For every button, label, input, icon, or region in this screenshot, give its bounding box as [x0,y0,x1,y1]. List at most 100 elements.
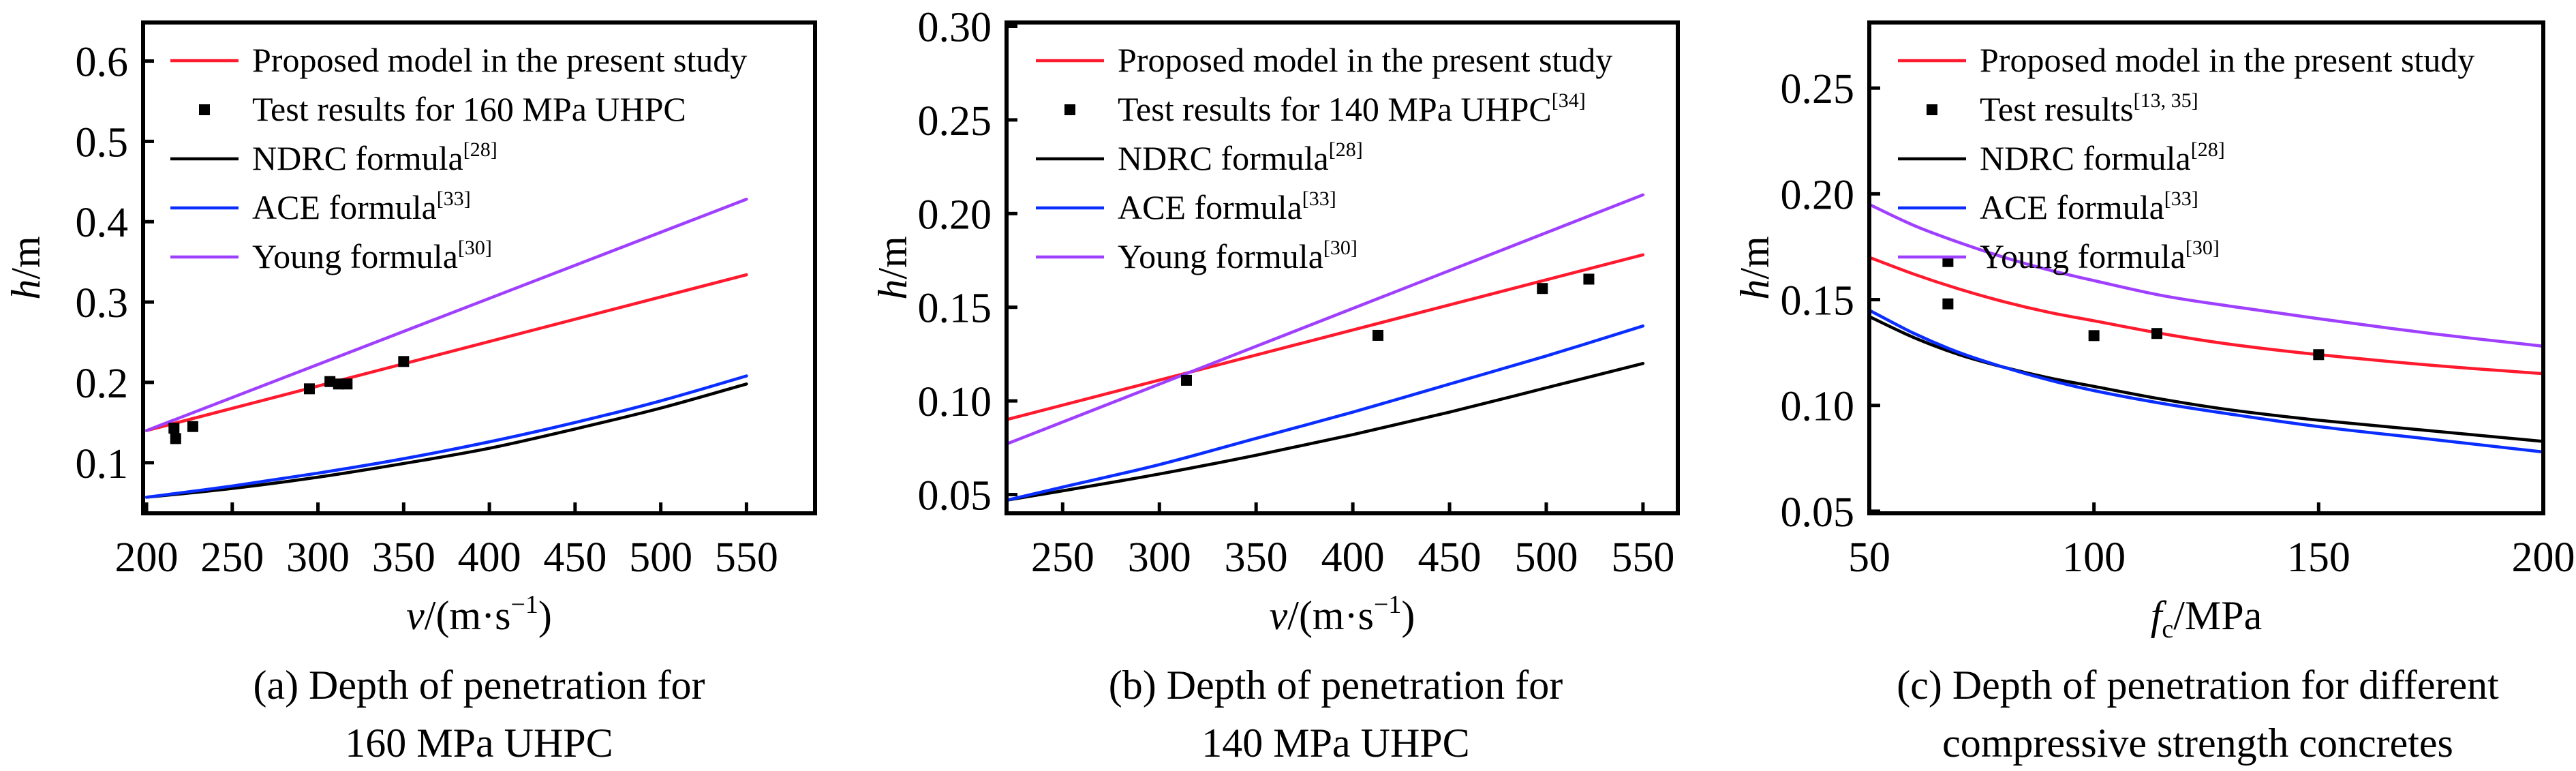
data-point-marker [1180,374,1192,386]
y-axis-title: h/m [870,236,915,299]
x-axis-unit: /(m·s [1287,593,1374,638]
x-axis-subscript: c [2162,615,2173,644]
x-axis-title: v/(m·s−1) [1270,590,1415,638]
x-tick-label: 250 [200,534,264,581]
x-axis-title: fc/MPa [2151,593,2263,644]
x-tick-label: 350 [372,534,435,581]
y-tick-label: 0.1 [76,441,129,487]
legend-citation: [30] [458,237,492,259]
series-line-ndrc-formula [1869,315,2543,443]
series-line-ndrc-formula [1007,361,1645,502]
y-tick-label: 0.10 [918,379,992,425]
data-point-marker [2088,330,2100,342]
data-point-marker [1373,329,1384,341]
legend-label-text: ACE formula [1118,188,1302,226]
legend-label: Test results[13, 35] [1980,89,2198,128]
x-tick-label: 550 [1611,534,1674,581]
data-point-marker [1942,256,1954,267]
y-tick-label: 0.05 [1781,489,1855,536]
x-tick-label: 50 [1848,534,1890,581]
legend-label: ACE formula[33] [1118,187,1336,226]
legend-label: ACE formula[33] [1980,187,2198,226]
legend-citation: [13, 35] [2134,89,2198,112]
series-line-ace-formula [1869,308,2543,454]
y-tick-label: 0.20 [1781,172,1855,218]
legend-citation: [33] [1302,187,1336,210]
data-point-marker [1583,273,1595,285]
x-axis-close: ) [538,593,552,638]
legend-citation: [28] [1329,138,1363,161]
y-tick-label: 0.30 [918,4,992,50]
legend-citation: [28] [463,138,497,161]
data-point-marker [2151,328,2162,339]
legend-label-text: ACE formula [1980,188,2164,226]
legend-label: Young formula[30] [1980,237,2220,275]
data-point-marker [398,356,410,367]
x-tick-label: 300 [286,534,350,581]
series-line-proposed-model-in-the-present-study [1007,253,1645,421]
legend: Proposed model in the present study Test … [1898,41,2474,275]
legend-label-text: Proposed model in the present study [1980,41,2474,79]
legend-label-text: Proposed model in the present study [1118,41,1612,79]
legend-label-text: Young formula [252,237,458,275]
figure-caption-line: 140 MPa UHPC [1201,721,1469,766]
x-axis-superscript: −1 [510,590,538,619]
legend-label-text: Test results for 140 MPa UHPC [1118,90,1552,128]
x-axis-unit: /(m·s [425,593,511,638]
y-axis-title: h/m [3,236,48,299]
y-axis-var: h [1732,279,1777,300]
legend-label: NDRC formula[28] [1118,138,1363,177]
legend-label-text: NDRC formula [1980,139,2191,177]
chart-panel-a: 200 250 300 350 400 450 500 550 0.1 0.2 0.3 0.4 0.5 0… [3,20,817,766]
legend-citation: [33] [437,187,471,210]
series-line-ndrc-formula [144,382,748,499]
x-axis-title: v/(m·s−1) [406,590,552,638]
y-axis-unit: /m [1732,236,1777,279]
y-axis-var: h [3,279,48,300]
legend-citation: [30] [2186,237,2220,259]
y-tick-label: 0.6 [76,40,129,86]
legend-marker-swatch [1927,104,1937,115]
x-tick-label: 500 [1514,534,1578,581]
y-tick-label: 0.25 [918,98,992,145]
legend-label-text: ACE formula [252,188,437,226]
figure-caption-line: (b) Depth of penetration for [1109,663,1563,708]
y-tick-label: 0.15 [918,286,992,332]
figure-caption-line: (a) Depth of penetration for [253,663,705,708]
x-tick-label: 450 [543,534,607,581]
series-line-ace-formula [144,374,748,499]
y-tick-label: 0.05 [918,473,992,519]
y-tick-label: 0.2 [76,361,129,407]
legend-label-text: Young formula [1980,237,2186,275]
data-point-marker [170,433,181,444]
x-tick-label: 400 [1321,534,1385,581]
x-axis-unit: /MPa [2173,593,2262,638]
legend-citation: [28] [2191,138,2225,161]
legend-label: Test results for 160 MPa UHPC [252,90,686,128]
legend-label-text: NDRC formula [1118,139,1329,177]
legend-label-text: Proposed model in the present study [252,41,747,79]
legend-label: Proposed model in the present study [1980,41,2474,79]
legend: Proposed model in the present study Test … [170,41,747,275]
legend-label: NDRC formula[28] [1980,138,2225,177]
y-tick-label: 0.4 [76,200,129,246]
legend-label: Proposed model in the present study [252,41,747,79]
legend-label: Young formula[30] [1118,237,1358,275]
legend-label: ACE formula[33] [252,187,471,226]
series-line-ace-formula [1007,324,1645,502]
legend-marker-swatch [199,104,210,115]
y-tick-label: 0.5 [76,119,129,166]
y-axis-unit: /m [3,236,48,279]
y-axis-unit: /m [870,236,915,279]
legend-citation: [34] [1552,89,1586,112]
data-point-marker [333,378,344,390]
legend: Proposed model in the present study Test … [1036,41,1612,275]
data-point-marker [168,423,180,434]
legend-label: Young formula[30] [252,237,492,275]
legend-label-text: Test results for 160 MPa UHPC [252,90,686,128]
data-point-marker [324,376,336,387]
legend-label: NDRC formula[28] [252,138,497,177]
legend-label-text: Young formula [1118,237,1323,275]
x-tick-label: 250 [1031,534,1094,581]
